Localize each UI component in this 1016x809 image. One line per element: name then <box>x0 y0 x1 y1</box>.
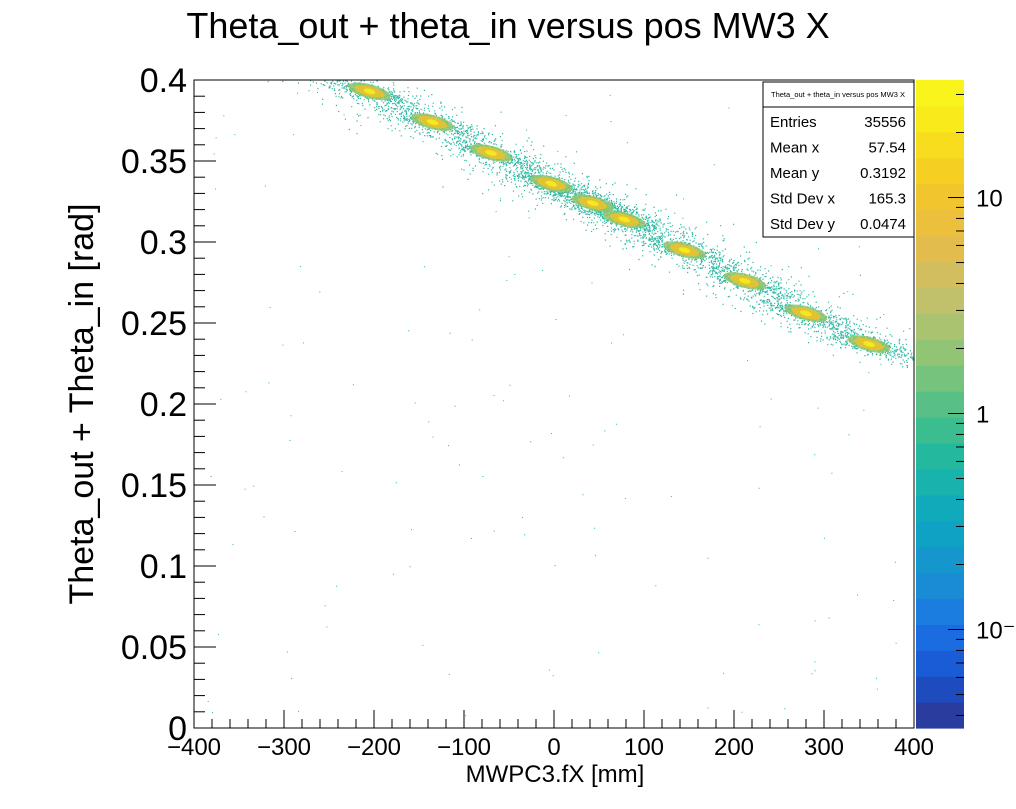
stats-value: 57.54 <box>868 140 906 157</box>
y-tick-label: 0.2 <box>140 386 187 424</box>
colorbar-tick-label: 1 <box>976 402 989 429</box>
y-axis-label: Theta_out + Theta_in [rad] <box>63 203 101 604</box>
colorbar-tick-label: 10⁻¹ <box>976 618 1016 645</box>
x-tick-label: −100 <box>437 734 491 761</box>
colorbar-band <box>916 261 964 288</box>
cluster-2 <box>411 113 454 131</box>
colorbar-band <box>916 209 964 237</box>
stats-label: Std Dev x <box>770 191 836 208</box>
colorbar-band <box>916 131 964 159</box>
x-tick-label: 100 <box>624 734 664 761</box>
colorbar-band <box>916 183 964 211</box>
colorbar-band <box>916 676 964 703</box>
stats-label: Mean y <box>770 165 820 182</box>
colorbar-band <box>916 235 964 263</box>
scatter-points <box>207 80 914 717</box>
x-tick-label: 200 <box>714 734 754 761</box>
x-tick-label: −400 <box>167 734 221 761</box>
stats-value: 0.0474 <box>860 216 906 233</box>
colorbar-band <box>916 468 964 496</box>
x-tick-label: −300 <box>257 734 311 761</box>
colorbar-band <box>916 494 964 522</box>
stats-value: 35556 <box>864 114 906 131</box>
x-axis-label: MWPC3.fX [mm] <box>466 761 645 788</box>
colorbar-band <box>916 572 964 599</box>
y-tick-label: 0.05 <box>121 629 187 667</box>
y-tick-label: 0.1 <box>140 548 187 586</box>
cluster-5 <box>571 194 615 212</box>
stats-label: Entries <box>770 114 817 131</box>
cluster-4 <box>529 174 573 193</box>
x-tick-label: 0 <box>547 734 560 761</box>
y-axis: 0 0.05 0.1 0.15 0.2 0.25 0.3 0.35 0.4 <box>121 62 216 748</box>
stats-box-title: Theta_out + theta_in versus pos MW3 X <box>771 90 905 99</box>
stats-box-frame <box>762 81 915 238</box>
cluster-10 <box>847 335 891 353</box>
colorbar-band <box>916 80 964 107</box>
chart-title: Theta_out + theta_in versus pos MW3 X <box>186 5 829 46</box>
colorbar-band <box>916 365 964 392</box>
y-tick-label: 0.4 <box>140 62 187 100</box>
colorbar-band <box>916 416 964 444</box>
colorbar-band <box>916 546 964 574</box>
colorbar: 10 1 10⁻¹ <box>916 80 1016 729</box>
colorbar-band <box>916 313 964 340</box>
stats-label: Std Dev y <box>770 216 836 233</box>
colorbar-band <box>916 339 964 366</box>
cluster-8 <box>723 272 767 290</box>
cluster-6 <box>602 210 646 229</box>
colorbar-band <box>916 157 964 185</box>
stats-label: Mean x <box>770 140 820 157</box>
y-tick-label: 0.35 <box>121 143 187 181</box>
points-layer <box>207 80 914 717</box>
colorbar-tick-label: 10 <box>976 186 1003 213</box>
stats-value: 165.3 <box>868 191 906 208</box>
x-tick-label: 400 <box>894 734 934 761</box>
cluster-7 <box>663 241 706 259</box>
colorbar-band <box>916 598 964 625</box>
cluster-3 <box>469 144 513 162</box>
y-tick-label: 0.25 <box>121 305 187 343</box>
stats-value: 0.3192 <box>860 165 906 182</box>
cluster-9 <box>784 304 828 323</box>
colorbar-band <box>916 105 964 133</box>
clusters-layer <box>348 82 891 353</box>
y-tick-label: 0.3 <box>140 224 187 262</box>
cluster-1 <box>348 82 391 101</box>
stats-box: Theta_out + theta_in versus pos MW3 X En… <box>762 81 915 238</box>
colorbar-band <box>916 624 964 651</box>
y-tick-label: 0.15 <box>121 467 187 505</box>
colorbar-band <box>916 650 964 677</box>
x-axis: −400 −300 −200 −100 0 100 200 300 400 <box>167 710 934 761</box>
y-tick-label: 0 <box>168 710 187 748</box>
colorbar-band <box>916 520 964 548</box>
x-tick-label: 300 <box>804 734 844 761</box>
colorbar-band <box>916 287 964 314</box>
x-tick-label: −200 <box>347 734 401 761</box>
